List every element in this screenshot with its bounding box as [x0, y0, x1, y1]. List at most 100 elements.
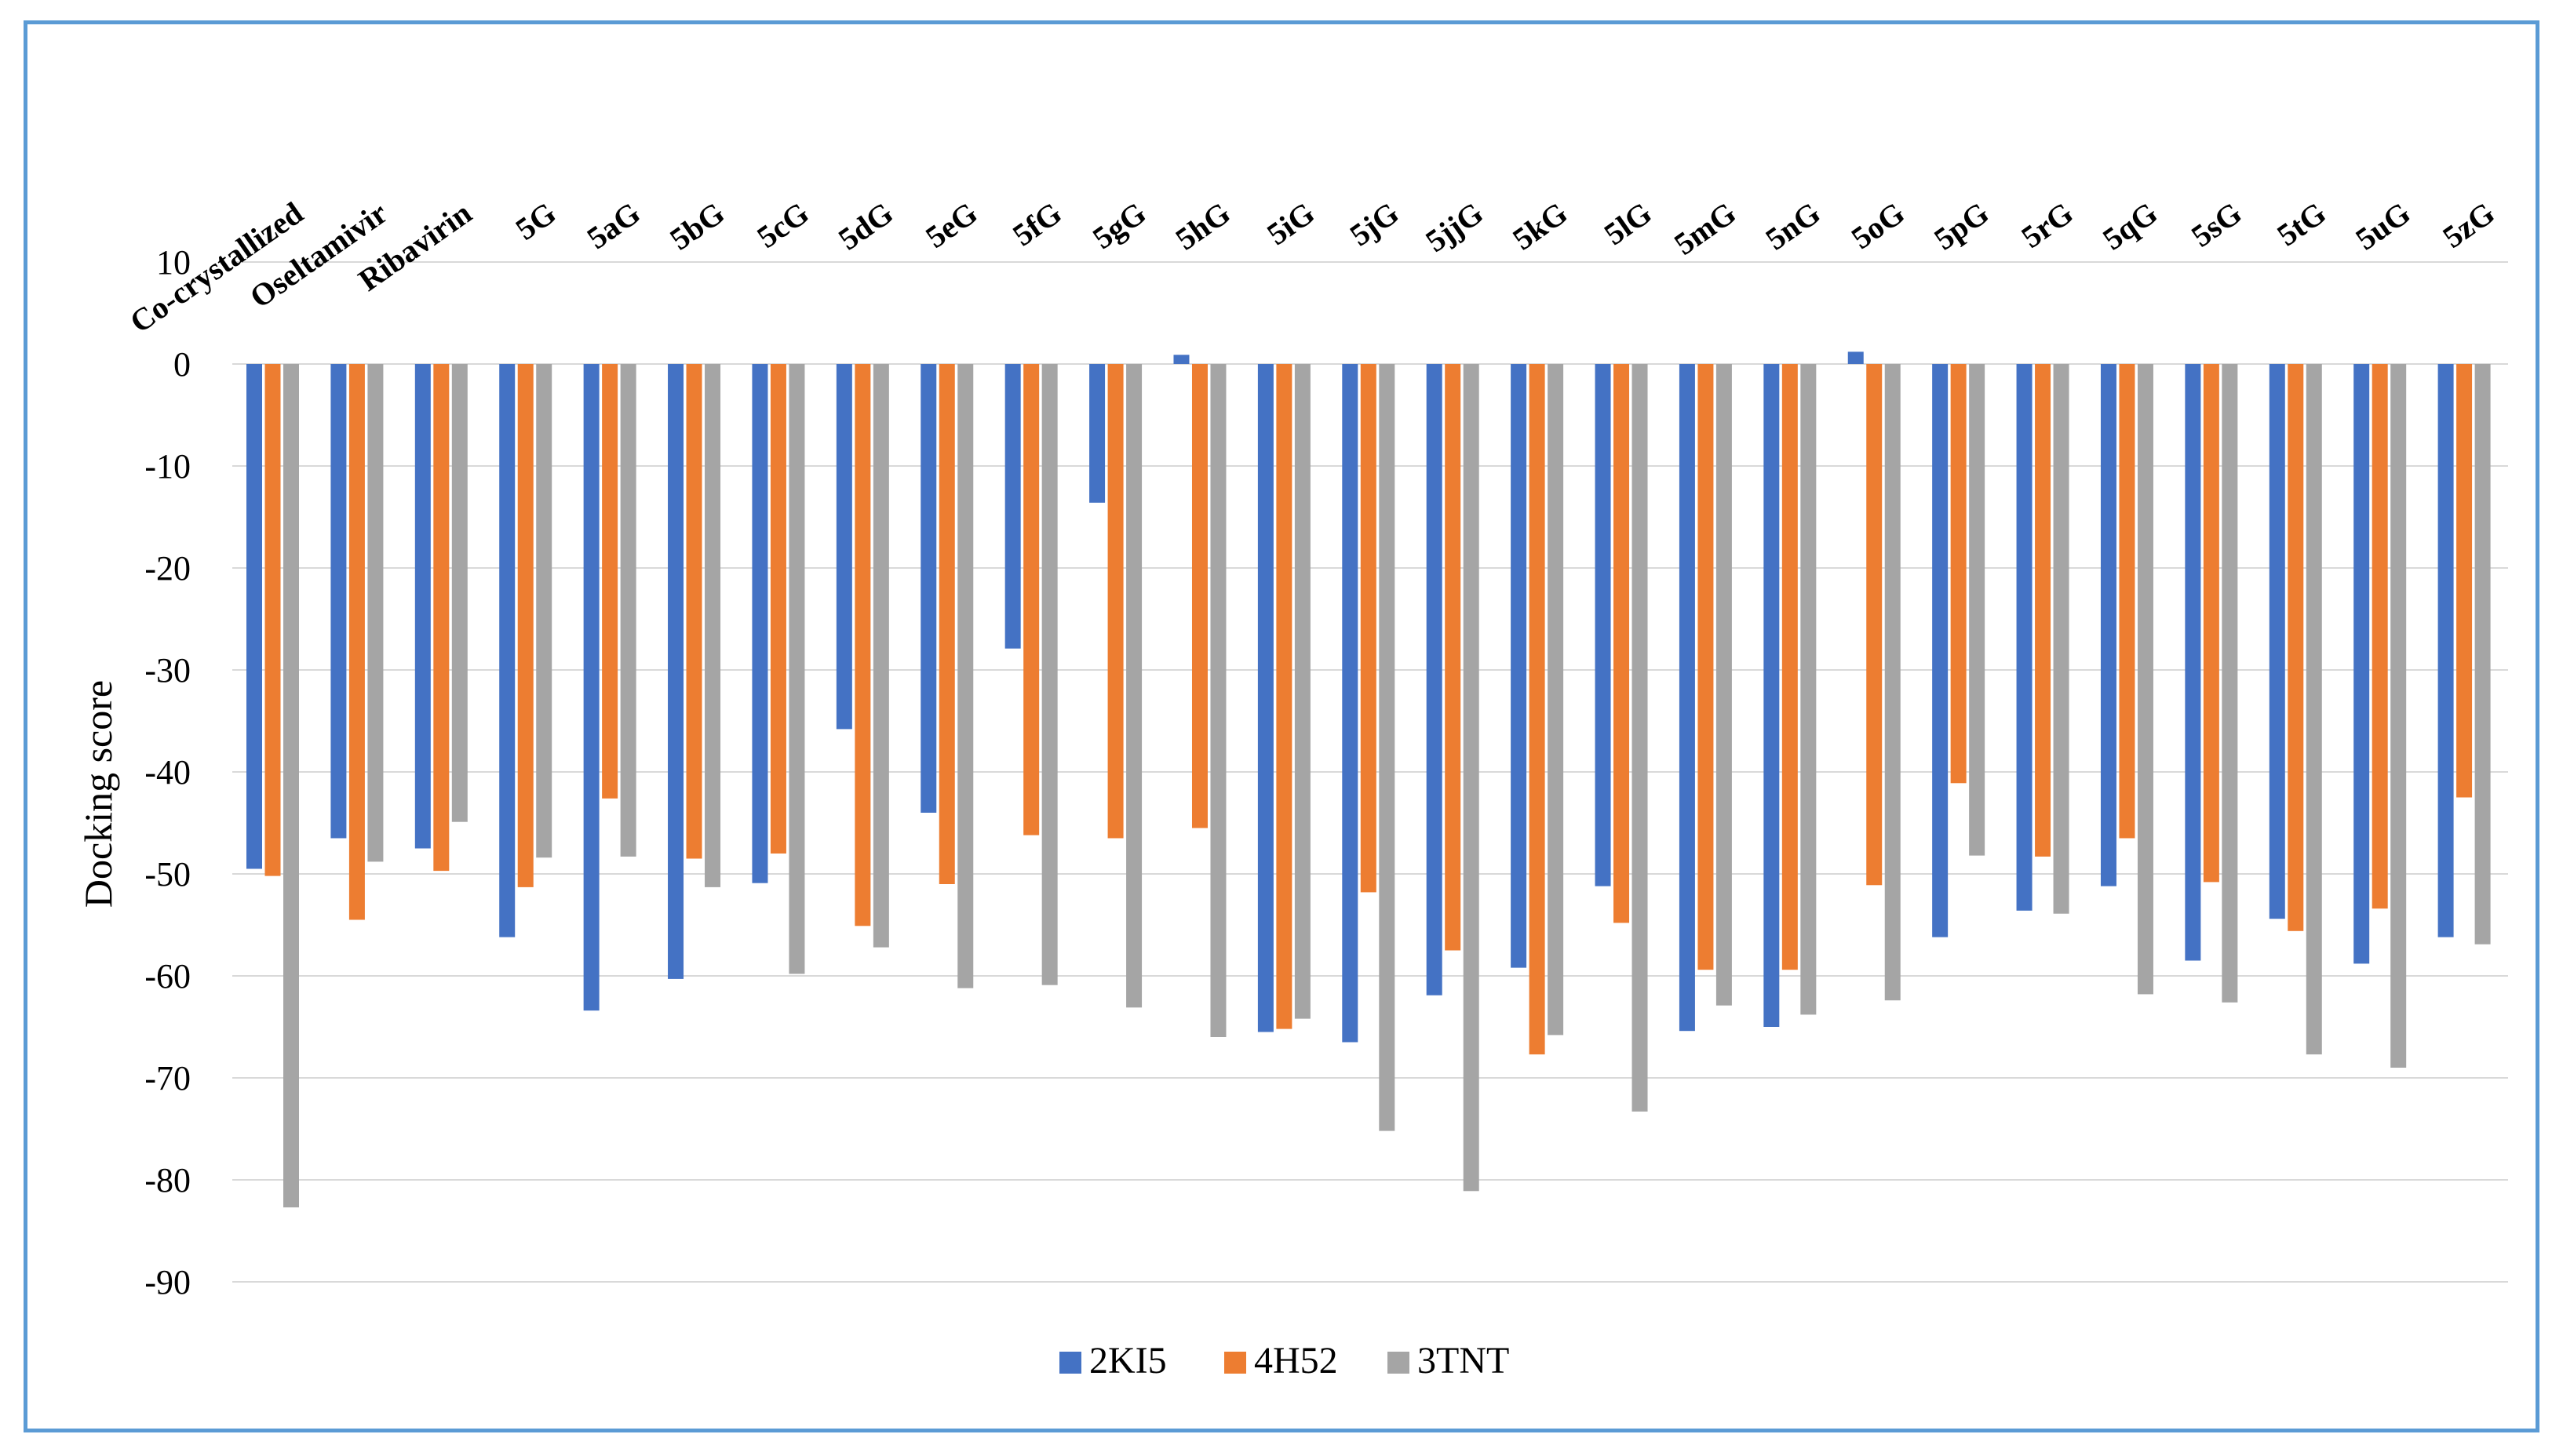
- bars: [246, 351, 2491, 1208]
- category-label: 5pG: [1927, 195, 1995, 257]
- bar-2ki5-5ag: [583, 364, 600, 1011]
- bar-2ki5-5rg: [2016, 364, 2033, 911]
- bar-4h52-5kg: [1529, 364, 1545, 1055]
- bar-4h52-5jg: [1360, 364, 1376, 893]
- category-label: 5uG: [2349, 195, 2416, 257]
- bar-3tnt-5fg: [1041, 364, 1058, 985]
- category-label: 5eG: [919, 195, 983, 255]
- bar-2ki5-5fg: [1004, 364, 1021, 649]
- category-label: 5fG: [1006, 195, 1068, 253]
- category-label: 5qG: [2096, 195, 2164, 257]
- bar-4h52-5dg: [855, 364, 871, 926]
- bar-4h52-5eg: [939, 364, 955, 884]
- category-label: 5jjG: [1419, 195, 1489, 259]
- bar-3tnt-5eg: [957, 364, 974, 988]
- legend-swatch-4h52: [1224, 1352, 1246, 1374]
- legend-swatch-2ki5: [1059, 1352, 1081, 1374]
- bar-4h52-5qg: [2119, 364, 2135, 839]
- category-label: 5hG: [1169, 195, 1237, 257]
- bar-2ki5-5g: [499, 364, 516, 937]
- bar-3tnt-5cg: [789, 364, 805, 974]
- category-label: 5rG: [2014, 195, 2079, 255]
- bar-2ki5-oseltamivir: [330, 364, 347, 839]
- bar-4h52-5jjg: [1445, 364, 1461, 951]
- bar-4h52-5ug: [2372, 364, 2388, 909]
- bar-2ki5-5sg: [2185, 364, 2201, 961]
- bar-2ki5-5bg: [668, 364, 684, 979]
- bar-4h52-5bg: [686, 364, 702, 859]
- bar-3tnt-5ig: [1294, 364, 1311, 1019]
- y-tick-label: -40: [144, 753, 191, 792]
- bar-3tnt-5ag: [620, 364, 636, 857]
- bar-2ki5-5mg: [1679, 364, 1695, 1032]
- bar-2ki5-5lg: [1595, 364, 1611, 886]
- bar-4h52-5lg: [1613, 364, 1630, 923]
- bar-4h52-5ig: [1276, 364, 1292, 1029]
- bar-2ki5-5pg: [1932, 364, 1949, 937]
- bar-2ki5-5ig: [1257, 364, 1274, 1032]
- bar-2ki5-5ug: [2353, 364, 2370, 964]
- bar-2ki5-5jjg: [1426, 364, 1442, 996]
- bar-4h52-5mg: [1697, 364, 1714, 970]
- y-tick-label: -20: [144, 549, 191, 588]
- bar-3tnt-5kg: [1548, 364, 1564, 1036]
- bar-2ki5-co-crystallized: [246, 364, 262, 869]
- bar-2ki5-5og: [1847, 351, 1864, 364]
- bar-2ki5-5zg: [2437, 364, 2454, 937]
- bar-3tnt-5pg: [1969, 364, 1985, 856]
- y-tick-label: -80: [144, 1161, 191, 1199]
- bar-2ki5-5eg: [921, 364, 937, 813]
- bar-4h52-ribavirin: [433, 364, 450, 872]
- category-label: 5oG: [1845, 195, 1911, 257]
- bar-2ki5-5ng: [1763, 364, 1780, 1027]
- legend-label-3tnt: 3TNT: [1417, 1340, 1509, 1381]
- bar-3tnt-5rg: [2053, 364, 2069, 914]
- bar-3tnt-5ng: [1800, 364, 1817, 1015]
- bar-2ki5-5qg: [2100, 364, 2116, 886]
- bar-2ki5-5jg: [1342, 364, 1358, 1043]
- category-label: 5kG: [1506, 195, 1573, 257]
- bar-3tnt-5qg: [2137, 364, 2153, 995]
- bar-3tnt-5lg: [1631, 364, 1648, 1112]
- bar-4h52-5zg: [2456, 364, 2473, 798]
- bar-3tnt-oseltamivir: [367, 364, 384, 862]
- legend: 2KI5 4H52 3TNT: [1059, 1340, 1509, 1381]
- bar-4h52-5g: [517, 364, 534, 887]
- category-label: 5G: [509, 195, 563, 247]
- bar-4h52-5gg: [1107, 364, 1124, 839]
- bar-3tnt-5ug: [2390, 364, 2407, 1068]
- category-label: 5aG: [581, 195, 647, 257]
- bar-2ki5-ribavirin: [414, 364, 431, 849]
- bar-2ki5-5kg: [1511, 364, 1527, 968]
- y-tick-label: -10: [144, 447, 191, 486]
- y-tick-label: 10: [156, 243, 191, 282]
- category-label: 5gG: [1086, 195, 1152, 257]
- category-label: 5mG: [1668, 195, 1742, 262]
- y-tick-label: -90: [144, 1263, 191, 1301]
- bar-4h52-5rg: [2035, 364, 2051, 857]
- bar-3tnt-co-crystallized: [283, 364, 299, 1208]
- bar-3tnt-5bg: [705, 364, 721, 887]
- category-label: 5jG: [1343, 195, 1405, 253]
- bar-3tnt-5jjg: [1463, 364, 1479, 1192]
- category-label: 5sG: [2185, 195, 2248, 254]
- bar-3tnt-5zg: [2474, 364, 2491, 945]
- y-tick-label: 0: [173, 345, 191, 384]
- bar-3tnt-5og: [1884, 364, 1901, 1001]
- bar-3tnt-5g: [536, 364, 552, 858]
- bar-3tnt-5gg: [1126, 364, 1143, 1008]
- bar-2ki5-5gg: [1089, 364, 1106, 503]
- bar-4h52-5ng: [1781, 364, 1798, 970]
- legend-swatch-3tnt: [1387, 1352, 1409, 1374]
- bar-3tnt-5jg: [1379, 364, 1395, 1131]
- category-label: 5cG: [750, 195, 815, 255]
- bar-2ki5-5cg: [752, 364, 768, 883]
- legend-label-2ki5: 2KI5: [1089, 1340, 1167, 1381]
- bar-2ki5-5hg: [1173, 355, 1190, 364]
- bar-3tnt-5tg: [2306, 364, 2322, 1055]
- bar-4h52-5ag: [602, 364, 618, 799]
- bar-2ki5-5tg: [2269, 364, 2285, 919]
- bar-4h52-5fg: [1023, 364, 1040, 835]
